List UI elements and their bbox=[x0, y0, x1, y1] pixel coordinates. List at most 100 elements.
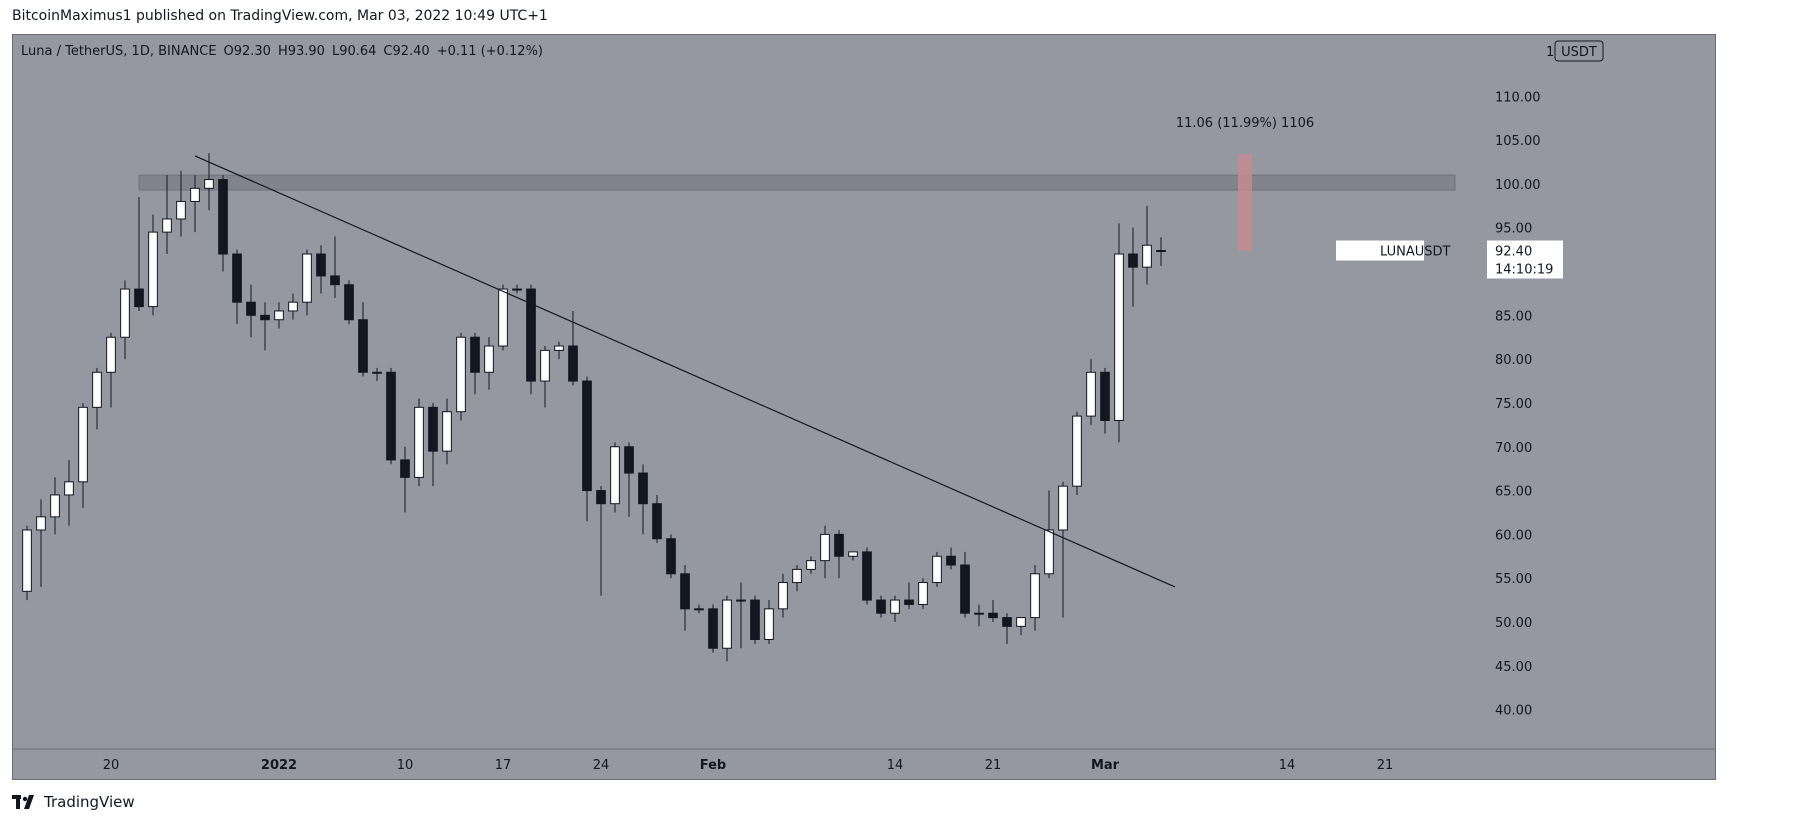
candle[interactable] bbox=[1016, 617, 1026, 636]
time-axis[interactable]: 20 2022 10 17 24 Feb 14 21 Mar 14 21 bbox=[103, 758, 1394, 773]
candle[interactable] bbox=[680, 565, 690, 631]
candle[interactable] bbox=[638, 464, 648, 535]
candle[interactable] bbox=[750, 595, 760, 644]
candle[interactable] bbox=[134, 197, 144, 311]
candle[interactable] bbox=[1142, 205, 1152, 285]
candle[interactable] bbox=[736, 582, 746, 649]
candle[interactable] bbox=[512, 284, 522, 294]
candle[interactable] bbox=[288, 293, 298, 320]
candle[interactable] bbox=[1058, 481, 1068, 618]
candle[interactable] bbox=[974, 604, 984, 627]
candle-body-bear bbox=[260, 314, 270, 321]
candle[interactable] bbox=[400, 446, 410, 513]
candle[interactable] bbox=[414, 398, 424, 487]
currency-badge[interactable] bbox=[1554, 40, 1604, 62]
candle[interactable] bbox=[428, 402, 438, 487]
candle[interactable] bbox=[246, 284, 256, 338]
footer-brand[interactable]: TradingView bbox=[12, 793, 135, 811]
candle[interactable] bbox=[932, 551, 942, 587]
candle[interactable] bbox=[778, 573, 788, 618]
candle[interactable] bbox=[1156, 237, 1166, 266]
candle[interactable] bbox=[568, 310, 578, 386]
last-price-value: 92.40 bbox=[1495, 245, 1532, 260]
price-range-measure-bar[interactable] bbox=[1238, 154, 1252, 251]
candle[interactable] bbox=[596, 486, 606, 596]
candle[interactable] bbox=[820, 525, 830, 579]
candle[interactable] bbox=[372, 367, 382, 382]
candle[interactable] bbox=[316, 245, 326, 294]
candle[interactable] bbox=[764, 600, 774, 644]
candle[interactable] bbox=[120, 280, 130, 360]
candle[interactable] bbox=[610, 442, 620, 513]
candle[interactable] bbox=[694, 604, 704, 614]
candle[interactable] bbox=[708, 604, 718, 653]
candle[interactable] bbox=[988, 600, 998, 622]
candle[interactable] bbox=[484, 337, 494, 390]
candle[interactable] bbox=[260, 302, 270, 351]
candle[interactable] bbox=[918, 578, 928, 609]
candle[interactable] bbox=[1100, 367, 1110, 434]
candle[interactable] bbox=[806, 556, 816, 574]
candle-body-bear bbox=[246, 301, 256, 316]
candlestick-chart[interactable]: 11.06 (11.99%) 1106 Luna / TetherUS, 1D,… bbox=[13, 35, 1715, 779]
candle[interactable] bbox=[848, 551, 858, 561]
candle[interactable] bbox=[960, 551, 970, 618]
candle[interactable] bbox=[442, 398, 452, 465]
candle[interactable] bbox=[50, 477, 60, 535]
candle[interactable] bbox=[358, 302, 368, 377]
candle[interactable] bbox=[162, 175, 172, 255]
candle[interactable] bbox=[106, 332, 116, 408]
candle[interactable] bbox=[92, 367, 102, 430]
candle[interactable] bbox=[330, 236, 340, 298]
candle[interactable] bbox=[302, 249, 312, 316]
candle[interactable] bbox=[652, 494, 662, 544]
candle[interactable] bbox=[862, 547, 872, 605]
candle[interactable] bbox=[64, 459, 74, 526]
candle[interactable] bbox=[148, 214, 158, 316]
candle[interactable] bbox=[470, 332, 480, 395]
candle[interactable] bbox=[218, 175, 228, 272]
resistance-zone[interactable] bbox=[138, 174, 1456, 191]
candle[interactable] bbox=[344, 280, 354, 325]
candle[interactable] bbox=[1114, 223, 1124, 443]
candle[interactable] bbox=[526, 284, 536, 395]
candle[interactable] bbox=[190, 175, 200, 233]
candle[interactable] bbox=[1002, 613, 1012, 644]
candle[interactable] bbox=[792, 565, 802, 592]
candle[interactable] bbox=[904, 582, 914, 609]
descending-trendline[interactable] bbox=[194, 155, 1176, 588]
candle[interactable] bbox=[890, 595, 900, 622]
candle[interactable] bbox=[624, 442, 634, 517]
candle-body-bull bbox=[372, 371, 382, 374]
candle[interactable] bbox=[232, 249, 242, 325]
candle[interactable] bbox=[1044, 490, 1054, 579]
candle[interactable] bbox=[22, 525, 32, 601]
candle[interactable] bbox=[36, 499, 46, 587]
candle[interactable] bbox=[1128, 227, 1138, 307]
candle[interactable] bbox=[1030, 565, 1040, 631]
candle[interactable] bbox=[722, 595, 732, 662]
scale-mode-label[interactable]: 1 bbox=[1546, 45, 1554, 60]
candle[interactable] bbox=[876, 595, 886, 618]
candle[interactable] bbox=[554, 341, 564, 360]
candle[interactable] bbox=[666, 534, 676, 579]
candle[interactable] bbox=[1086, 359, 1096, 425]
candle[interactable] bbox=[386, 367, 396, 465]
candle[interactable] bbox=[456, 332, 466, 421]
chart-frame[interactable]: 11.06 (11.99%) 1106 Luna / TetherUS, 1D,… bbox=[12, 34, 1716, 780]
candle[interactable] bbox=[204, 153, 214, 211]
candle-body-bear bbox=[1128, 253, 1138, 268]
candle[interactable] bbox=[78, 402, 88, 509]
candle-countdown: 14:10:19 bbox=[1495, 263, 1553, 278]
plot-background[interactable] bbox=[13, 35, 1715, 779]
candle[interactable] bbox=[540, 346, 550, 408]
candle[interactable] bbox=[498, 284, 508, 351]
last-price-tag[interactable]: LUNAUSDT 92.40 14:10:19 bbox=[1336, 240, 1563, 279]
candle[interactable] bbox=[834, 529, 844, 579]
candle[interactable] bbox=[274, 302, 284, 329]
candle-body-bear bbox=[596, 490, 606, 505]
candle[interactable] bbox=[582, 376, 592, 522]
candle[interactable] bbox=[946, 547, 956, 570]
candle[interactable] bbox=[1072, 411, 1082, 495]
candle[interactable] bbox=[176, 170, 186, 237]
